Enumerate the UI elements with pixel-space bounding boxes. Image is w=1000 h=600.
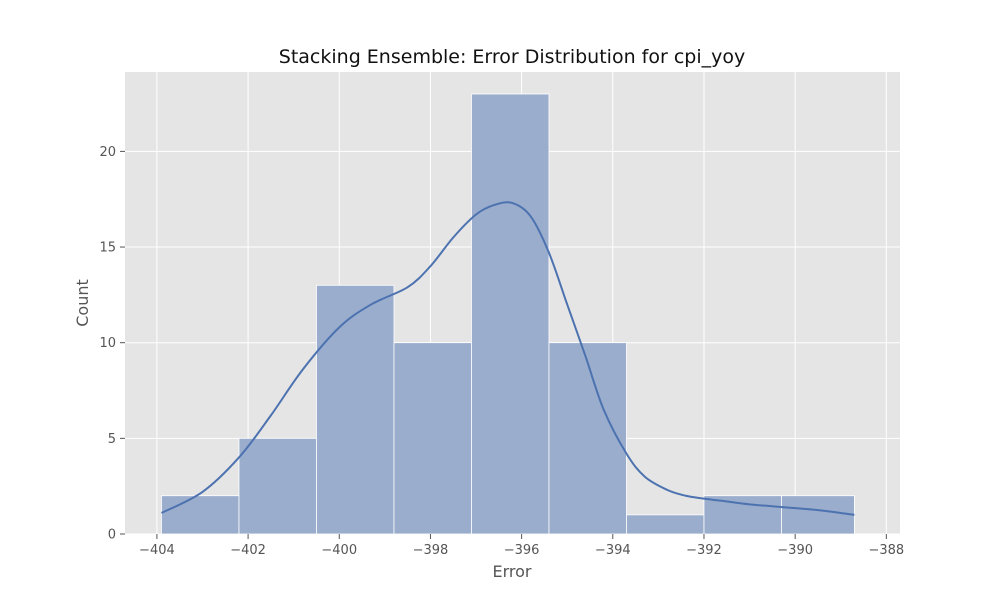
x-tick-label-7: −390	[777, 543, 813, 558]
histogram-bar-6	[548, 342, 627, 535]
x-tick-label-4: −396	[504, 543, 540, 558]
histogram-bar-2	[238, 437, 317, 535]
histogram-bar-8	[703, 495, 782, 535]
y-axis-label: Count	[73, 279, 92, 327]
histogram-bars	[161, 93, 855, 535]
y-tick-label-1: 5	[108, 432, 116, 447]
y-tick-label-0: 0	[108, 528, 116, 543]
histogram-bar-7	[626, 514, 705, 535]
x-axis-label: Error	[493, 562, 532, 581]
x-tick-label-0: −404	[139, 543, 175, 558]
histogram-bar-9	[781, 495, 855, 535]
x-tick-label-8: −388	[868, 543, 904, 558]
histogram-bar-5	[471, 93, 550, 535]
chart-title: Stacking Ensemble: Error Distribution fo…	[279, 46, 745, 68]
x-axis-ticks: −404 −402 −400 −398 −396 −394 −392 −390 −388	[139, 534, 904, 558]
x-tick-label-6: −392	[686, 543, 722, 558]
x-tick-label-5: −394	[595, 543, 631, 558]
y-tick-label-4: 20	[99, 145, 116, 160]
x-tick-label-2: −400	[321, 543, 357, 558]
histogram-bar-3	[316, 284, 395, 535]
x-tick-label-3: −398	[413, 543, 449, 558]
histogram-bar-4	[393, 342, 472, 535]
x-tick-label-1: −402	[230, 543, 266, 558]
y-axis-ticks: 0 5 10 15 20	[99, 145, 125, 543]
histogram-bar-1	[161, 495, 240, 535]
kde-curve	[161, 201, 855, 516]
y-tick-label-2: 10	[99, 336, 116, 351]
y-tick-label-3: 15	[99, 241, 116, 256]
